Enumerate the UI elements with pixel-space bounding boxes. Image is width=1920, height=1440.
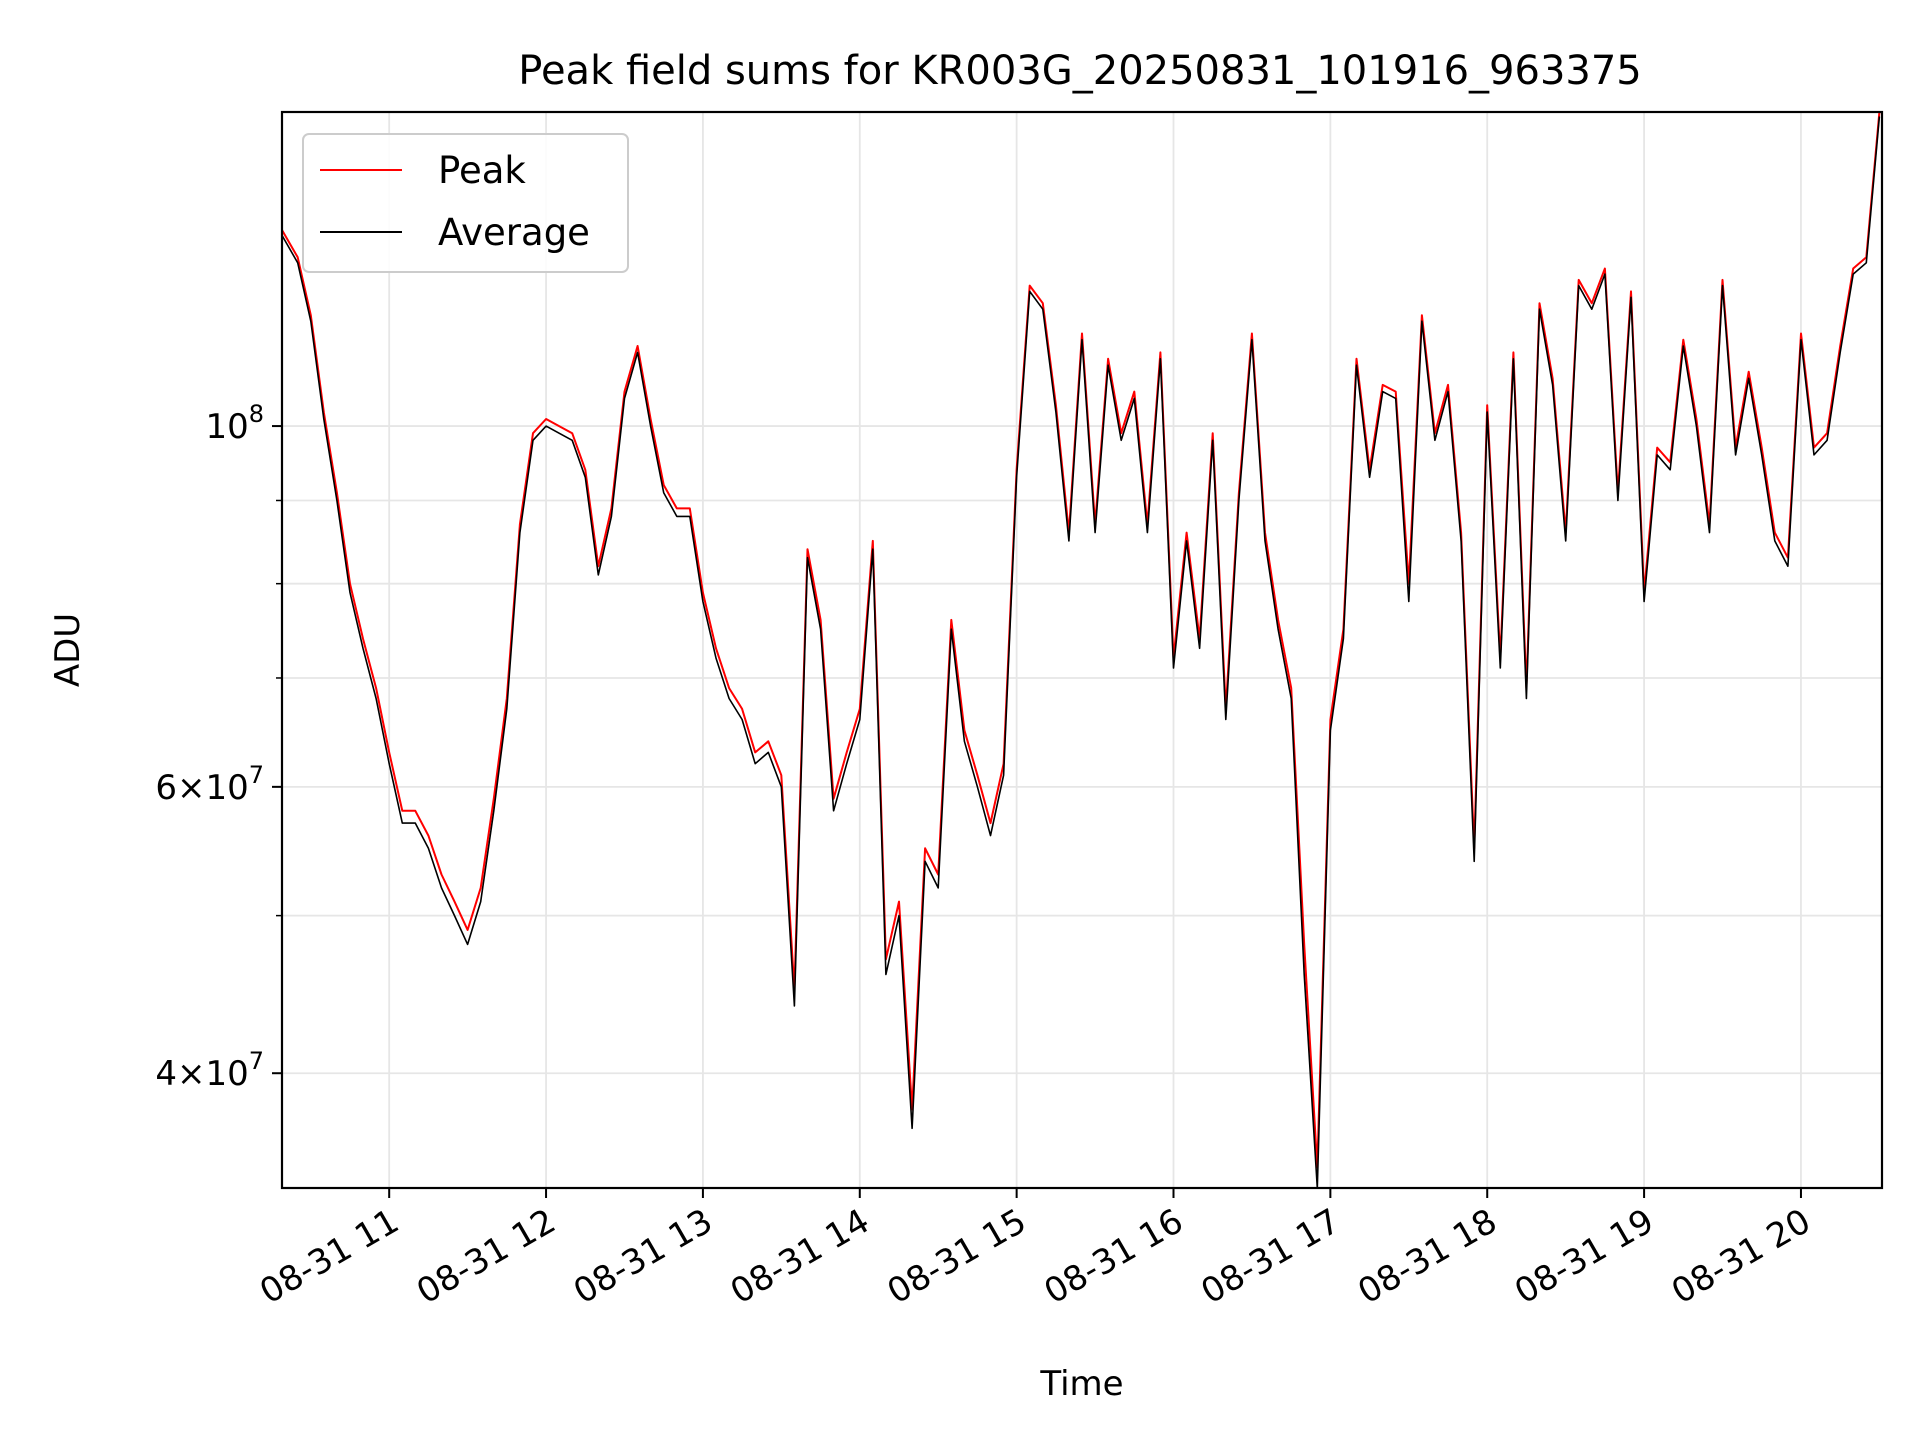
legend-label-peak: Peak	[438, 149, 526, 192]
legend-label-average: Average	[438, 211, 590, 254]
grid-lines	[282, 112, 1882, 1188]
plot-frame	[280, 110, 1884, 1190]
plot-series	[281, 111, 1881, 1189]
legend-box	[302, 133, 629, 273]
y-axis-label: ADU	[48, 613, 88, 687]
series-line-average	[281, 116, 1881, 1189]
chart-title: Peak field sums for KR003G_20250831_1019…	[518, 48, 1642, 94]
legend: Peak Average	[302, 133, 629, 273]
y-tick-label: 4×107	[155, 1047, 264, 1094]
x-axis-label: Time	[1039, 1364, 1123, 1404]
y-tick-label: 6×107	[155, 761, 264, 808]
y-tick-label: 108	[205, 400, 264, 447]
